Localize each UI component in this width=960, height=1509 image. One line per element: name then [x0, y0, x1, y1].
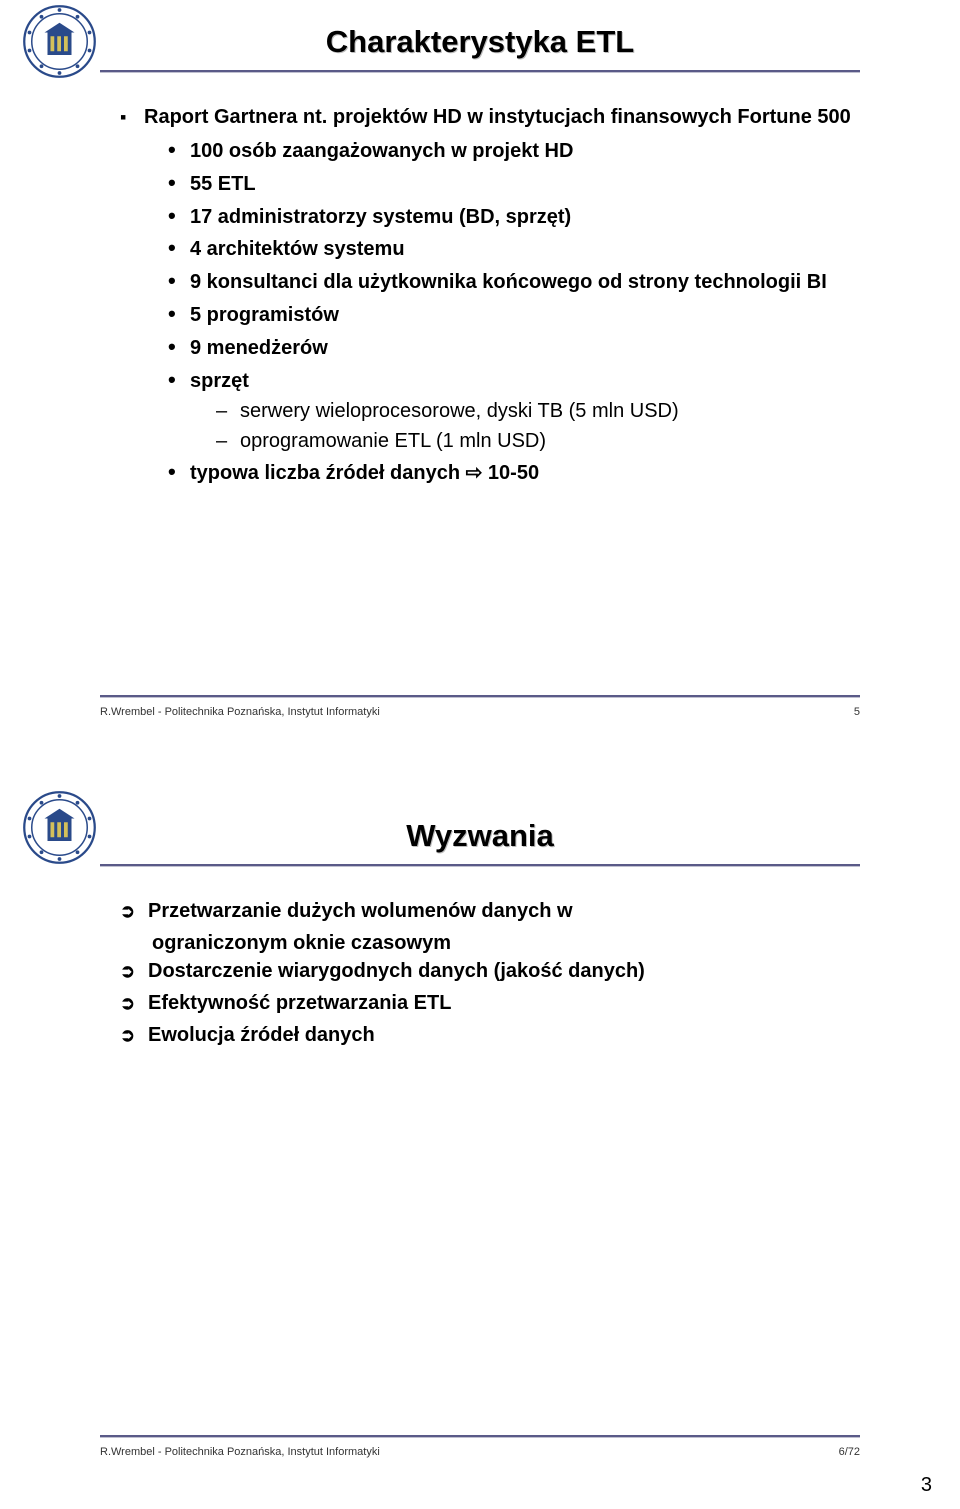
bullet-sup: Przetwarzanie dużych wolumenów danych w	[120, 897, 860, 925]
title-underline	[100, 864, 860, 867]
bullet-text: Dostarczenie wiarygodnych danych (jakość…	[148, 960, 645, 982]
bullet-l2: sprzęt	[168, 365, 860, 396]
bullet-l2: typowa liczba źródeł danych ⇨ 10-50	[168, 457, 860, 488]
bullet-text: 4 architektów systemu	[190, 238, 405, 260]
bullet-text: Efektywność przetwarzania ETL	[148, 992, 451, 1014]
bullet-text: Raport Gartnera nt. projektów HD w insty…	[144, 106, 851, 128]
bullet-l2: 17 administratorzy systemu (BD, sprzęt)	[168, 201, 860, 232]
bullet-l3: serwery wieloprocesorowe, dyski TB (5 ml…	[216, 397, 860, 425]
bullet-sup: Efektywność przetwarzania ETL	[120, 989, 860, 1017]
slide-content: Raport Gartnera nt. projektów HD w insty…	[120, 103, 860, 488]
logo-svg	[22, 790, 97, 865]
bullet-l2: 100 osób zaangażowanych w projekt HD	[168, 135, 860, 166]
bullet-l3: oprogramowanie ETL (1 mln USD)	[216, 427, 860, 455]
title-underline	[100, 70, 860, 73]
bullet-sup: Dostarczenie wiarygodnych danych (jakość…	[120, 957, 860, 985]
bullet-text: sprzęt	[190, 370, 249, 392]
bullet-text: Ewolucja źródeł danych	[148, 1024, 375, 1046]
footer-page: 5	[854, 706, 860, 718]
slide-content: Przetwarzanie dużych wolumenów danych w …	[120, 897, 860, 1049]
bullet-text: oprogramowanie ETL (1 mln USD)	[240, 430, 546, 452]
bullet-text: Przetwarzanie dużych wolumenów danych w	[148, 900, 573, 922]
bullet-l2: 55 ETL	[168, 168, 860, 199]
bullet-text: serwery wieloprocesorowe, dyski TB (5 ml…	[240, 400, 679, 422]
bullet-text: 100 osób zaangażowanych w projekt HD	[190, 140, 573, 162]
bullet-text: 5 programistów	[190, 304, 339, 326]
university-logo	[22, 4, 97, 79]
bullet-l2: 4 architektów systemu	[168, 233, 860, 264]
university-logo	[22, 790, 97, 865]
bullet-l2: 9 menedżerów	[168, 332, 860, 363]
bullet-text: 17 administratorzy systemu (BD, sprzęt)	[190, 206, 571, 228]
bullet-text: 55 ETL	[190, 173, 256, 195]
bullet-l2: 5 programistów	[168, 299, 860, 330]
footer-left: R.Wrembel - Politechnika Poznańska, Inst…	[100, 1446, 380, 1458]
page-number: 3	[921, 1474, 932, 1497]
footer-rule	[100, 1435, 860, 1438]
slide-1: Charakterystyka ETL Raport Gartnera nt. …	[0, 0, 960, 750]
footer-rule	[100, 695, 860, 698]
footer: R.Wrembel - Politechnika Poznańska, Inst…	[100, 1446, 860, 1458]
footer: R.Wrembel - Politechnika Poznańska, Inst…	[100, 706, 860, 718]
slide-title: Charakterystyka ETL	[0, 24, 960, 60]
footer-page: 6/72	[839, 1446, 860, 1458]
bullet-sup: Ewolucja źródeł danych	[120, 1021, 860, 1049]
bullet-text: 9 menedżerów	[190, 337, 328, 359]
slide-title: Wyzwania	[0, 818, 960, 854]
slide-2: Wyzwania Przetwarzanie dużych wolumenów …	[0, 750, 960, 1490]
bullet-sup-cont: ograniczonym oknie czasowym	[152, 929, 860, 957]
bullet-text: typowa liczba źródeł danych ⇨ 10-50	[190, 462, 539, 484]
bullet-l1: Raport Gartnera nt. projektów HD w insty…	[120, 103, 860, 131]
bullet-text: 9 konsultanci dla użytkownika końcowego …	[190, 271, 827, 293]
bullet-l2: 9 konsultanci dla użytkownika końcowego …	[168, 266, 860, 297]
footer-left: R.Wrembel - Politechnika Poznańska, Inst…	[100, 706, 380, 718]
logo-svg	[22, 4, 97, 79]
